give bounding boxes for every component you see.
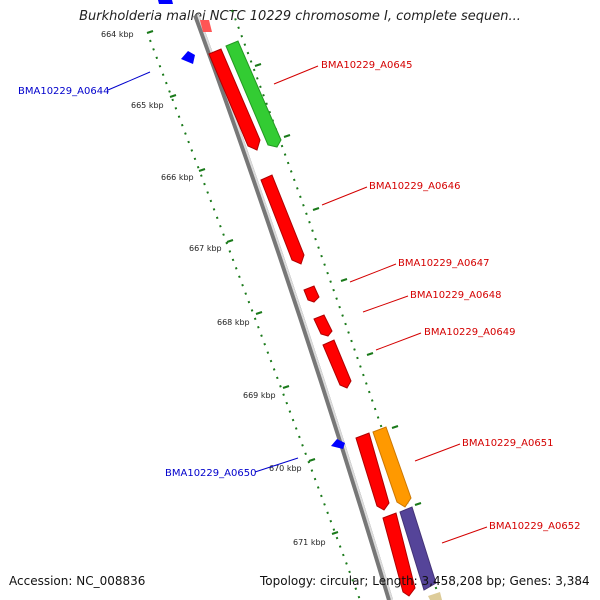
- accession-text: Accession: NC_008836: [9, 574, 146, 588]
- gene-label-a0647[interactable]: BMA10229_A0647: [398, 258, 489, 269]
- map-title: Burkholderia mallei NCTC 10229 chromosom…: [79, 9, 521, 24]
- kbp-ticks: 664 kbp 665 kbp 666 kbp 667 kbp 668 kbp …: [101, 30, 422, 547]
- cds-reverse-a0644[interactable]: [181, 51, 195, 64]
- gene-label-a0650[interactable]: BMA10229_A0650: [165, 468, 256, 479]
- kbp-label-670: 670 kbp: [269, 464, 302, 473]
- kbp-label-667: 667 kbp: [189, 244, 222, 253]
- inner-ruler-track: [149, 39, 361, 600]
- cds-forward-a0651[interactable]: [355, 432, 390, 511]
- cds-forward-a0645[interactable]: [208, 48, 261, 151]
- cog-feature-tan[interactable]: [428, 592, 442, 600]
- cog-feature-purple[interactable]: [399, 506, 437, 591]
- kbp-label-666: 666 kbp: [161, 173, 194, 182]
- gene-label-a0645[interactable]: BMA10229_A0645: [321, 60, 412, 71]
- gene-label-a0649[interactable]: BMA10229_A0649: [424, 327, 515, 338]
- cds-top-fragment-red[interactable]: [200, 20, 212, 32]
- kbp-label-668: 668 kbp: [217, 318, 250, 327]
- genome-stats-text: Topology: circular; Length: 3,458,208 bp…: [260, 574, 590, 588]
- cog-feature-green[interactable]: [225, 40, 282, 148]
- cds-forward-a0647[interactable]: [303, 285, 320, 303]
- cds-forward-a0646[interactable]: [260, 174, 305, 265]
- cds-forward-a0652[interactable]: [382, 512, 416, 597]
- genome-backbone: [193, 13, 393, 600]
- cds-forward-a0648[interactable]: [313, 314, 333, 337]
- kbp-label-669: 669 kbp: [243, 391, 276, 400]
- gene-label-a0646[interactable]: BMA10229_A0646: [369, 181, 460, 192]
- gene-label-a0644[interactable]: BMA10229_A0644: [18, 86, 109, 97]
- kbp-label-664: 664 kbp: [101, 30, 134, 39]
- gene-label-a0652[interactable]: BMA10229_A0652: [489, 521, 580, 532]
- gene-label-a0648[interactable]: BMA10229_A0648: [410, 290, 501, 301]
- kbp-label-665: 665 kbp: [131, 101, 164, 110]
- gene-label-a0651[interactable]: BMA10229_A0651: [462, 438, 553, 449]
- cds-top-fragment[interactable]: [158, 0, 173, 4]
- cds-reverse-a0650[interactable]: [331, 439, 345, 449]
- label-leaders: [107, 65, 488, 544]
- cds-forward-a0649[interactable]: [322, 339, 352, 389]
- cog-feature-orange[interactable]: [372, 426, 412, 508]
- kbp-label-671: 671 kbp: [293, 538, 326, 547]
